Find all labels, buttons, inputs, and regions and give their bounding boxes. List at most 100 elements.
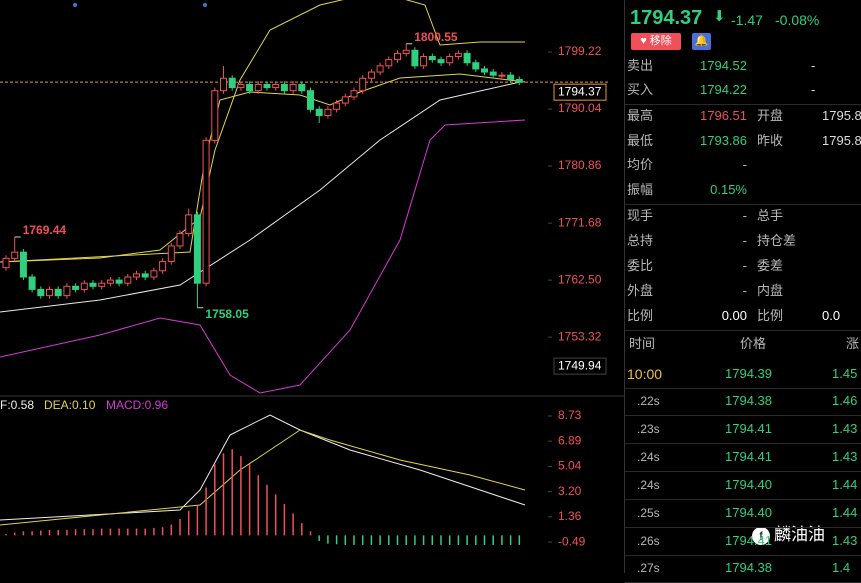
macd-bar [274, 494, 277, 536]
candle-body [202, 139, 210, 284]
candle-body [315, 108, 323, 117]
dif-line [0, 414, 526, 521]
candle-body [54, 288, 62, 297]
trade-change: 1.44 [832, 477, 858, 492]
candle-body [159, 260, 167, 272]
macd-bar [335, 535, 338, 545]
trade-time: .26s [637, 534, 660, 548]
alert-button[interactable]: 🔔 [692, 33, 711, 50]
remove-label[interactable]: 移除 [649, 35, 672, 47]
macd-bar [283, 503, 286, 536]
candle-body [167, 245, 175, 262]
candle-body [11, 251, 19, 259]
candle-body [80, 282, 88, 290]
stat-label: 振幅 [627, 182, 654, 197]
macd-bar [257, 475, 260, 536]
trade-price: 1794.40 [725, 505, 772, 520]
change: -1.47 [731, 12, 763, 28]
trade-change: 1.43 [832, 449, 858, 464]
candle-body [289, 83, 297, 92]
candle-body [446, 56, 454, 64]
candle-body [106, 279, 114, 284]
y-tick-label: 1780.86 [558, 158, 602, 172]
macd-bar [13, 532, 16, 536]
macd-bar [431, 535, 434, 545]
watermark: f 麟油油 [752, 524, 825, 546]
candle-body [489, 71, 497, 76]
macd-bar [179, 518, 181, 536]
candle-body [350, 90, 358, 98]
y-tick-label: 1790.04 [558, 101, 602, 115]
candle-body [280, 83, 288, 92]
stat-value: - [742, 258, 747, 273]
stat-value: - [811, 58, 816, 73]
current-price-label: 1794.37 [558, 84, 602, 98]
macd-bar [448, 535, 451, 545]
macd-bar [31, 531, 33, 536]
macd-bar [292, 513, 294, 536]
y-tick-label: 1771.68 [558, 215, 602, 229]
macd-bar [353, 535, 355, 545]
macd-bar [501, 535, 503, 545]
moving-average [0, 73, 526, 263]
macd-bar [144, 528, 146, 536]
macd-bar [187, 510, 190, 536]
macd-bar [153, 527, 155, 536]
candle-body [150, 270, 158, 278]
stat-label: 最低 [627, 133, 654, 148]
remove-button[interactable]: ♥ 移除 [631, 33, 681, 50]
trade-price: 1794.41 [725, 421, 772, 436]
bollinger-mid [0, 81, 521, 313]
stat-label: 开盘 [757, 108, 784, 123]
bollinger-lower [0, 119, 526, 394]
candle-body [63, 285, 71, 297]
candle-body [402, 49, 410, 54]
macd-bar [483, 535, 486, 545]
y-tick-label: 1799.22 [558, 44, 602, 58]
stat-label: 委差 [757, 258, 784, 273]
candle-body [411, 49, 419, 67]
candle-body [420, 56, 428, 67]
row-separator [625, 555, 861, 556]
macd-bar [457, 535, 460, 545]
candle-body [37, 288, 45, 297]
candle-body [228, 77, 236, 89]
macd-label: F:0.58 [0, 398, 34, 412]
marker-dot [73, 3, 77, 7]
stat-value: - [811, 82, 816, 97]
stat-value: 1795.8 [822, 133, 861, 148]
candle-body [385, 59, 393, 67]
down-arrow: ⬇ [713, 8, 726, 25]
macd-label: DEA:0.10 [44, 398, 96, 412]
y-tick-label: 1762.50 [558, 272, 602, 286]
candle-body [507, 74, 515, 80]
candle-body [2, 257, 10, 269]
macd-bar [405, 535, 407, 545]
stat-label: 内盘 [757, 283, 784, 298]
stat-label: 委比 [627, 258, 654, 273]
candle-body [72, 285, 80, 290]
trade-price: 1794.40 [725, 477, 772, 492]
candle-body [472, 62, 480, 70]
current-price-box [553, 83, 607, 101]
trade-price: 1794.41 [725, 533, 772, 548]
macd-bar [214, 464, 216, 536]
stat-value: 0.00 [721, 308, 747, 323]
candle-body [263, 83, 271, 89]
macd-bar [66, 529, 68, 536]
trade-change: 1.43 [832, 533, 858, 548]
trade-change: 1.43 [832, 421, 858, 436]
macd-bar [248, 464, 251, 536]
macd-bar [492, 535, 494, 545]
candle-body [376, 65, 384, 73]
macd-tick-label: 5.04 [558, 459, 582, 473]
macd-bar [344, 535, 347, 545]
macd-bar [100, 528, 103, 536]
stat-label: 卖出 [627, 58, 654, 73]
macd-tick-label: 8.73 [558, 408, 582, 422]
macd-tick-label: 1.36 [558, 509, 582, 523]
macd-bar [161, 527, 164, 536]
price-annotation: 1769.44 [23, 223, 67, 237]
trade-time: .23s [637, 422, 660, 436]
